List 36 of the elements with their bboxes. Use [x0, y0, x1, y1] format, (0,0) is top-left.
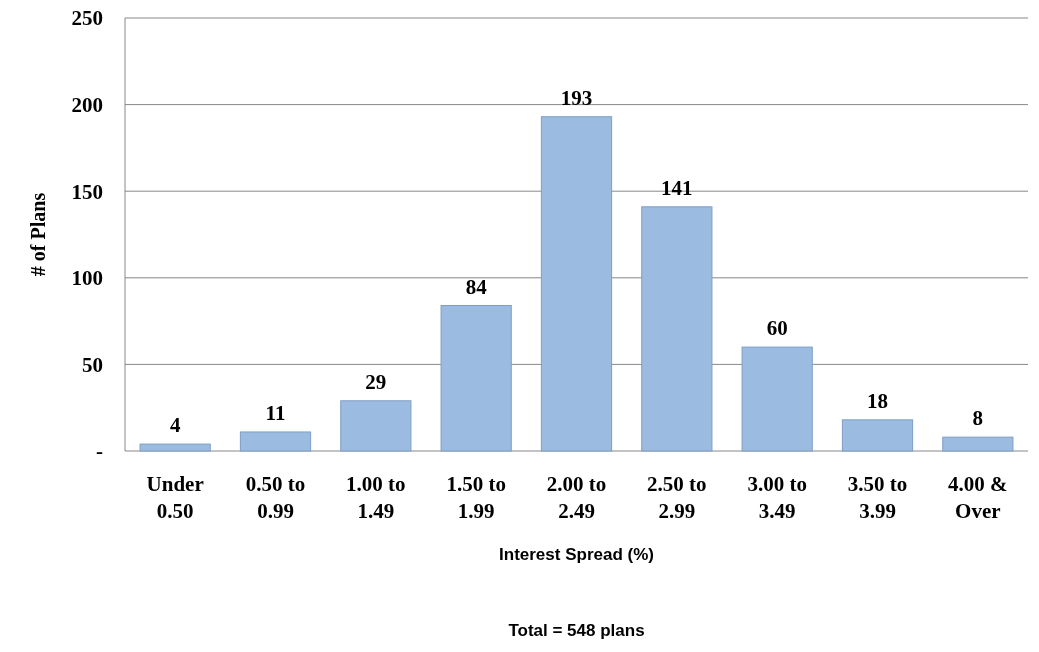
bar	[540, 116, 613, 452]
x-tick-label: 0.50 to 0.99	[245, 472, 306, 523]
x-tick-label: 3.50 to 3.99	[847, 472, 908, 523]
x-tick-label: Under 0.50	[146, 472, 204, 523]
y-tick-label: 150	[71, 179, 103, 204]
bar	[139, 443, 211, 452]
data-label: 60	[766, 316, 788, 341]
x-tick-label: 3.00 to 3.49	[747, 472, 807, 523]
data-label: 18	[867, 388, 888, 413]
x-tick-label: 2.50 to 2.99	[647, 472, 707, 523]
x-axis-title: Interest Spread (%)	[499, 545, 654, 564]
bar	[641, 206, 713, 452]
bar	[942, 436, 1014, 452]
data-label: 11	[265, 400, 286, 425]
data-label: 141	[661, 175, 693, 200]
y-tick-label: 200	[71, 92, 103, 117]
data-label: 84	[465, 274, 488, 299]
x-tick-label: 1.00 to 1.49	[346, 472, 406, 523]
bar	[340, 400, 412, 452]
y-tick-label: 50	[82, 352, 103, 377]
data-label: 29	[365, 369, 387, 394]
bar	[841, 419, 914, 452]
bar	[741, 346, 813, 452]
y-tick-label: 250	[71, 6, 103, 31]
bar	[440, 305, 512, 452]
y-tick-label: 100	[71, 266, 103, 291]
x-tick-label: 2.00 to 2.49	[546, 472, 607, 523]
y-tick-label: -	[96, 439, 103, 464]
x-tick-label: 1.50 to 1.99	[446, 472, 506, 523]
text: Total = 548 plans	[508, 621, 645, 640]
y-axis-title: # of Plans	[27, 192, 49, 277]
data-label: 193	[560, 85, 593, 110]
bar	[239, 431, 312, 452]
x-tick-label: 4.00 & Over	[948, 472, 1008, 523]
data-label: 8	[972, 406, 984, 431]
data-label: 4	[169, 413, 181, 438]
